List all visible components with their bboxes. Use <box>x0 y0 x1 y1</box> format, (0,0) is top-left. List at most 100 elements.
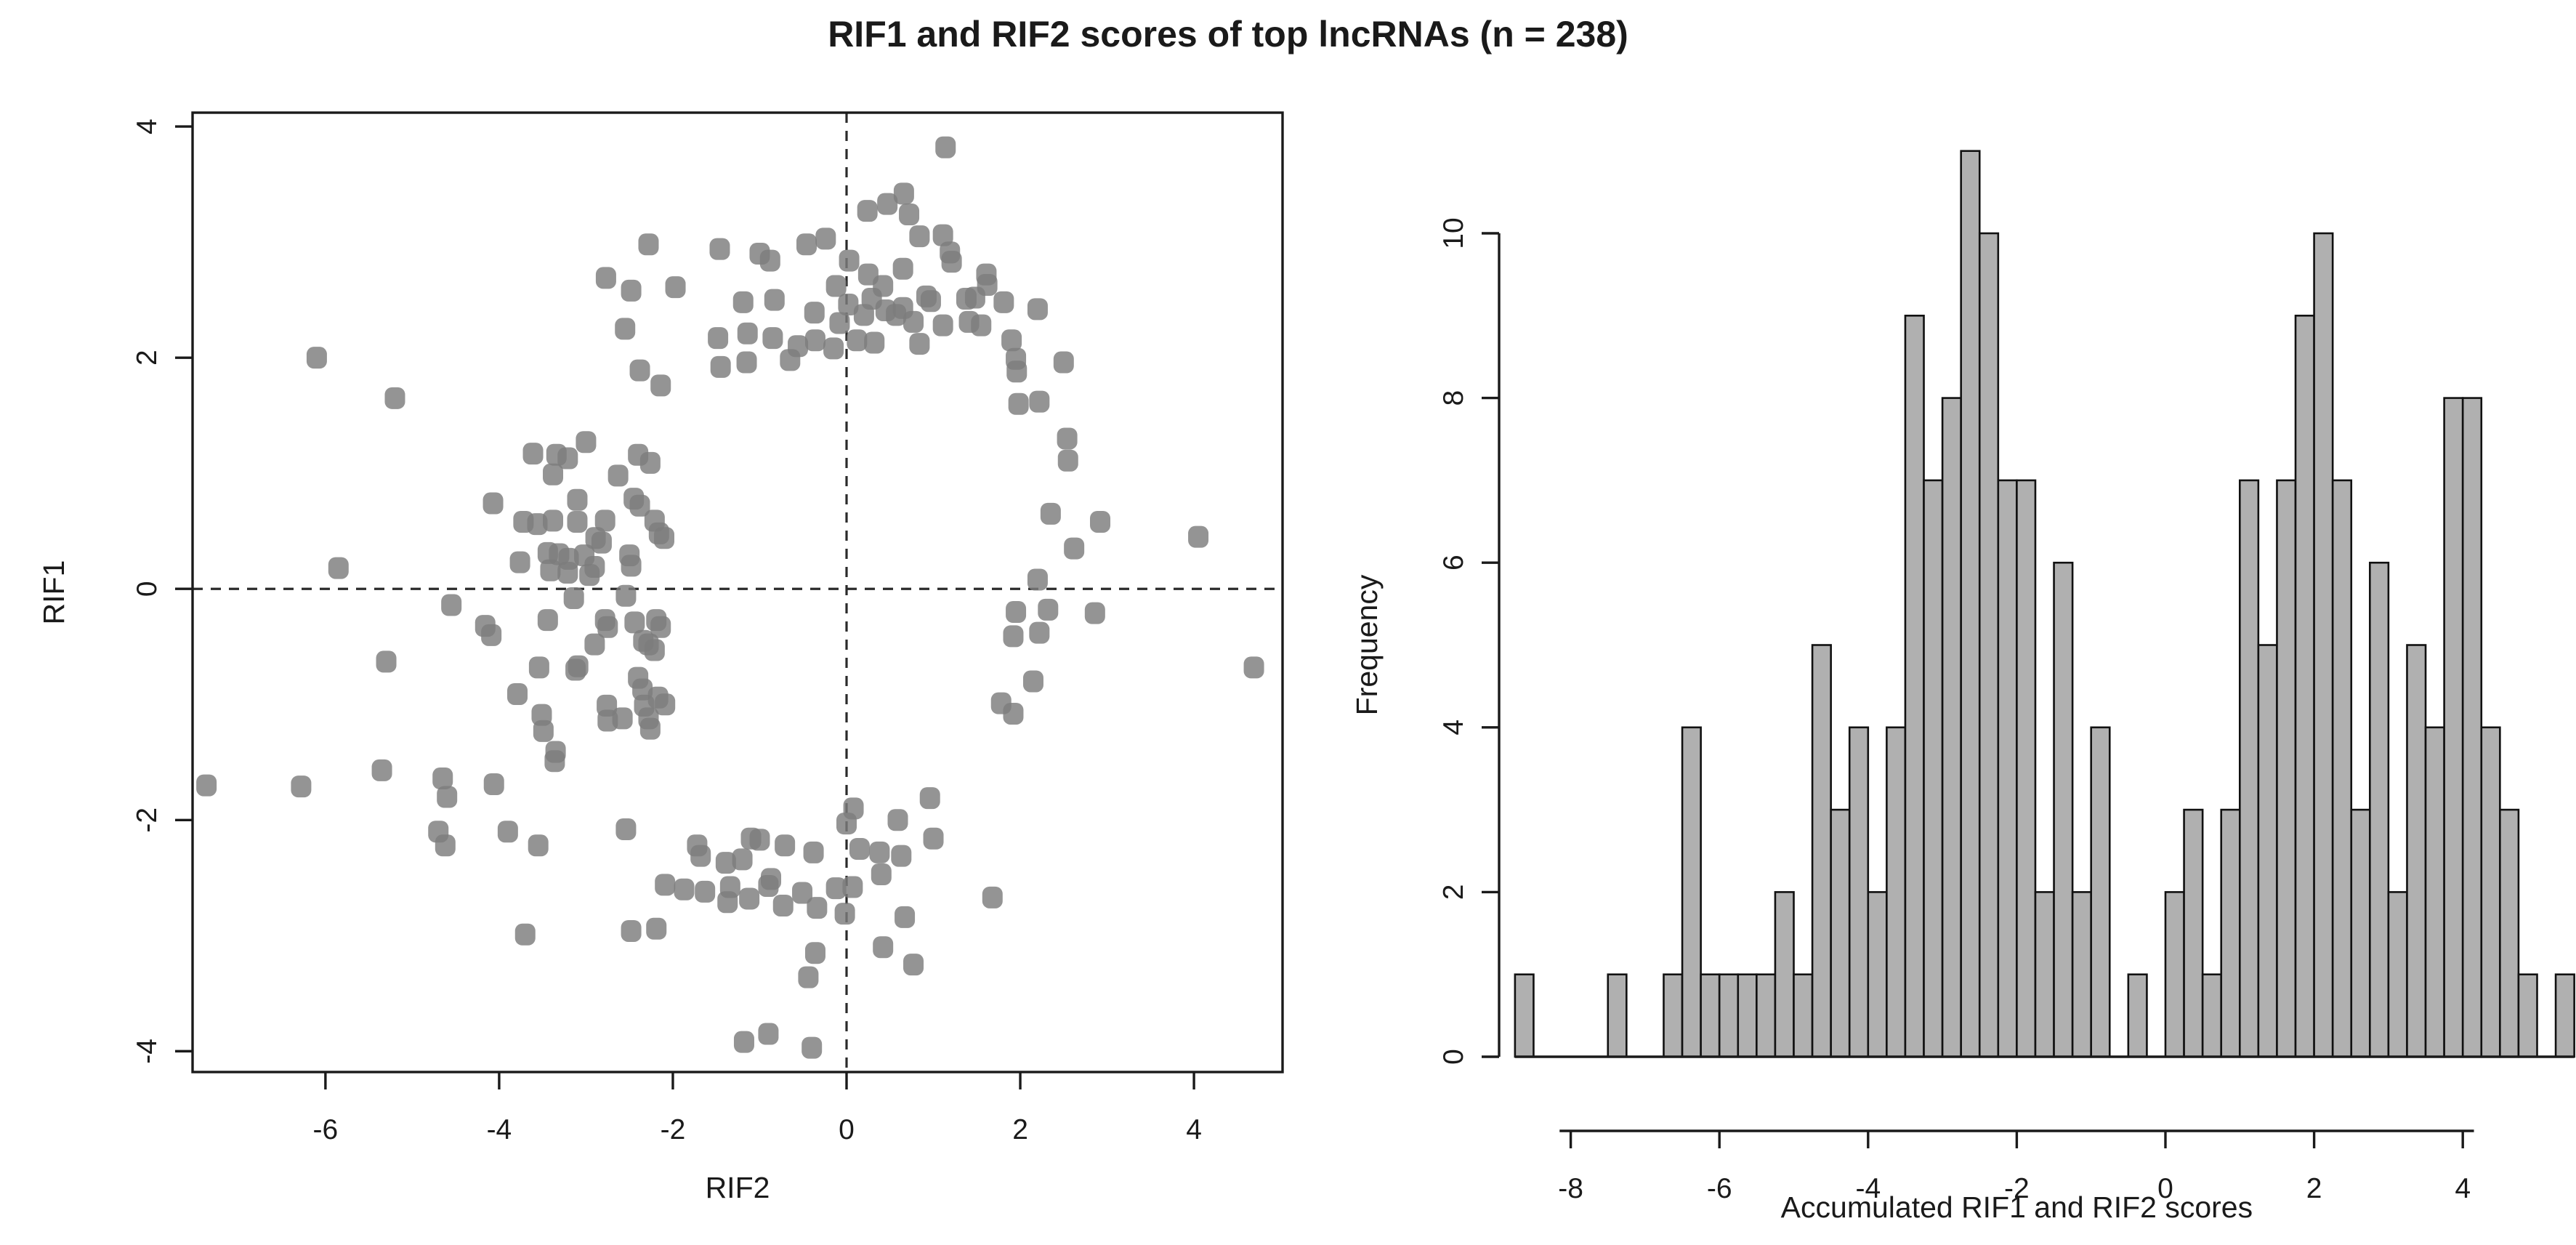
scatter-point <box>886 304 907 326</box>
scatter-point <box>481 624 502 646</box>
x-tick-label: -2 <box>661 1114 686 1145</box>
histogram-bar <box>1681 726 1702 1058</box>
scatter-point <box>1057 427 1078 450</box>
x-axis-label: Accumulated RIF1 and RIF2 scores <box>1781 1190 2253 1224</box>
scatter-point <box>483 773 504 795</box>
scatter-point <box>371 759 392 781</box>
y-tick-label: 0 <box>132 581 163 597</box>
histogram-bar <box>1793 973 1814 1058</box>
scatter-point <box>384 387 405 409</box>
scatter-point <box>655 874 676 896</box>
scatter-point <box>687 834 708 857</box>
y-tick-label: 6 <box>1438 555 1469 571</box>
scatter-point <box>615 818 637 841</box>
x-tick-label: 2 <box>1012 1114 1028 1145</box>
scatter-point <box>1084 602 1105 624</box>
scatter-point <box>804 329 825 352</box>
histogram-bar <box>2276 479 2297 1058</box>
scatter-point <box>758 874 779 897</box>
scatter-point <box>437 786 458 808</box>
scatter-point <box>982 886 1003 908</box>
scatter-point <box>836 813 857 835</box>
scatter-point <box>920 290 941 313</box>
histogram-bar <box>1811 644 1832 1058</box>
scatter-point <box>853 304 874 326</box>
scatter-point <box>576 431 597 454</box>
scatter-point <box>565 658 586 681</box>
x-tick-label: -6 <box>313 1114 339 1145</box>
scatter-point <box>1027 298 1048 321</box>
scatter-point <box>628 443 649 466</box>
scatter-point <box>644 639 665 661</box>
scatter-point <box>895 906 916 928</box>
scatter-point <box>497 821 518 843</box>
scatter-point <box>563 587 584 609</box>
scatter-point <box>823 337 844 360</box>
scatter-point <box>798 966 819 988</box>
scatter-point <box>815 227 836 250</box>
scatter-point <box>1057 449 1078 472</box>
scatter-point <box>993 291 1014 313</box>
scatter-point <box>629 494 650 517</box>
scatter-point <box>803 841 824 863</box>
scatter-point <box>1064 537 1085 560</box>
scatter-point <box>528 834 549 857</box>
figure-title: RIF1 and RIF2 scores of top lncRNAs (n =… <box>828 14 1628 55</box>
scatter-point <box>629 359 650 382</box>
scatter-point <box>1003 702 1024 725</box>
scatter-point <box>891 845 912 867</box>
histogram-bar <box>2461 397 2483 1058</box>
histogram-bar <box>2071 891 2093 1058</box>
scatter-point <box>857 200 878 222</box>
scatter-point <box>758 1023 779 1045</box>
scatter-point <box>621 279 642 302</box>
histogram-bar <box>2201 973 2223 1058</box>
histogram-bar <box>1718 973 1740 1058</box>
scatter-point <box>639 717 661 740</box>
scatter-point <box>306 347 327 369</box>
scatter-point <box>796 233 817 256</box>
scatter-point <box>871 863 892 886</box>
scatter-point <box>792 882 813 904</box>
histogram-bar <box>1663 973 1684 1058</box>
scatter-point <box>736 351 757 374</box>
y-tick-label: 4 <box>132 118 163 134</box>
scatter-point <box>1003 625 1024 648</box>
histogram-bar <box>1960 150 1981 1058</box>
scatter-point <box>544 750 565 773</box>
scatter-point <box>612 707 633 730</box>
scatter-point <box>441 594 462 616</box>
scatter-point <box>807 897 828 919</box>
histogram-bar <box>2034 891 2055 1058</box>
histogram-bar <box>2499 808 2520 1058</box>
scatter-point <box>1188 525 1209 548</box>
scatter-point <box>864 331 885 354</box>
scatter-point <box>762 327 783 350</box>
histogram-bar <box>1978 232 2000 1058</box>
scatter-point <box>903 954 924 976</box>
scatter-point <box>638 233 659 256</box>
x-tick-label: -4 <box>1855 1173 1881 1204</box>
scatter-point <box>849 838 870 861</box>
histogram-bar <box>2127 973 2148 1058</box>
histogram-bar <box>1848 726 1870 1058</box>
scatter-point <box>654 527 675 549</box>
histogram-bar <box>2220 808 2241 1058</box>
x-tick-label: 4 <box>2455 1173 2471 1204</box>
scatter-point <box>804 942 825 964</box>
scatter-point <box>1040 502 1061 525</box>
histogram-bar <box>1830 808 1851 1058</box>
y-axis-label: Frequency <box>1350 574 1384 715</box>
scatter-point <box>749 829 770 851</box>
scatter-point <box>557 447 578 470</box>
histogram-bar <box>2183 808 2204 1058</box>
scatter-point <box>838 294 859 315</box>
histogram-bar <box>1886 726 1907 1058</box>
scatter-point <box>674 878 695 900</box>
histogram-bar <box>2554 973 2575 1058</box>
scatter-point <box>732 291 754 313</box>
scatter-point <box>1008 392 1029 415</box>
scatter-point <box>621 919 642 942</box>
scatter-point <box>695 880 716 903</box>
